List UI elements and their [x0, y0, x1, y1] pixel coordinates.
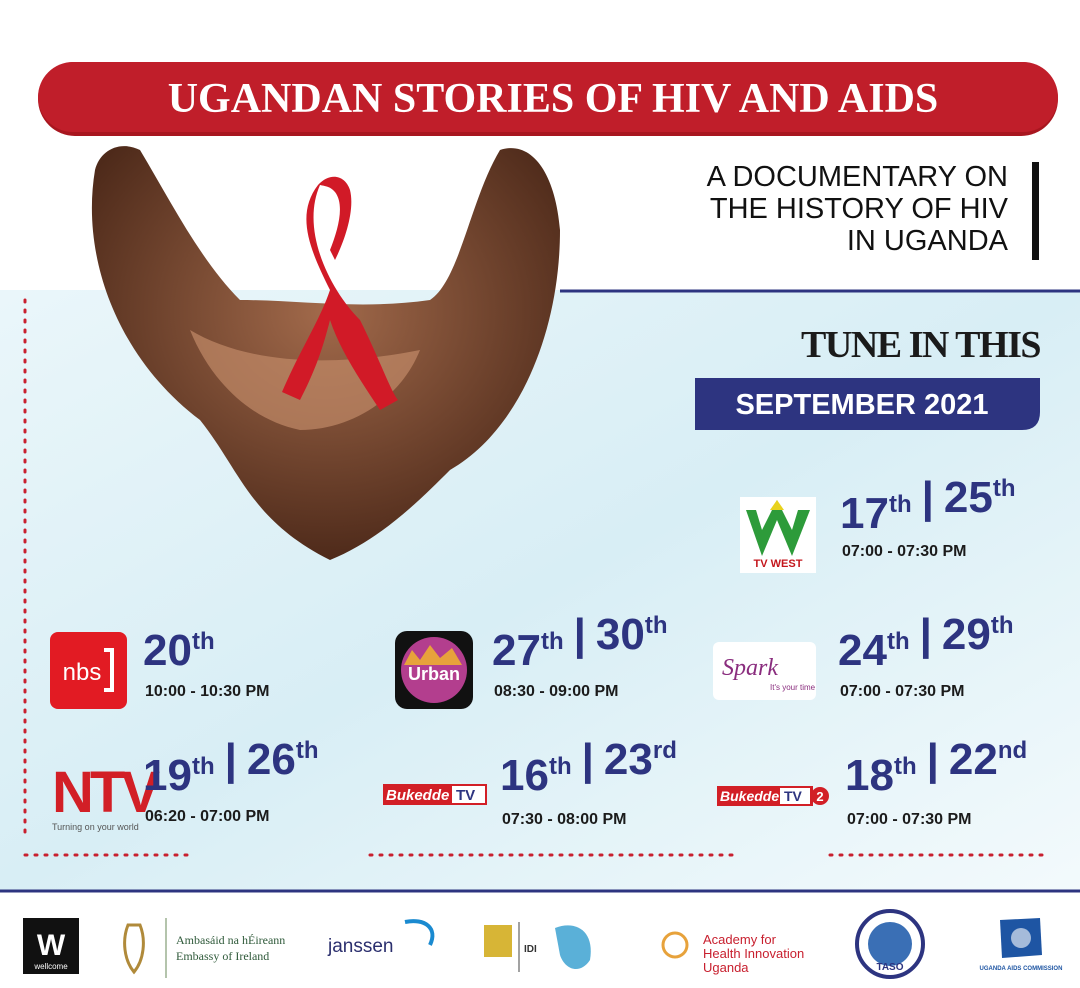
- logo-text: Bukedde: [386, 787, 449, 804]
- hands-illustration: [91, 146, 561, 560]
- date-separator: |: [225, 735, 237, 785]
- date-suffix: th: [993, 475, 1016, 502]
- date-separator: |: [927, 735, 939, 785]
- logo-ntv: NTV Turning on your world: [52, 760, 164, 832]
- logo-text: TV WEST: [754, 558, 803, 570]
- date-suffix: th: [889, 491, 912, 518]
- subtitle: A DOCUMENTARY ON THE HISTORY OF HIV IN U…: [707, 161, 1009, 257]
- logo-bukedde: Bukedde TV: [383, 784, 487, 805]
- sponsor-text: W: [37, 929, 66, 962]
- air-dates: 17th | 25th: [840, 473, 1016, 538]
- date-suffix: th: [991, 612, 1014, 639]
- sponsor-text: wellcome: [33, 962, 68, 971]
- sponsor-text: Ambasáid na hÉireann: [176, 933, 285, 947]
- subtitle-line: THE HISTORY OF HIV: [710, 193, 1009, 225]
- date-day: 19: [143, 751, 192, 800]
- logo-text: It's your time: [770, 683, 816, 692]
- date-day: 23: [604, 735, 653, 784]
- logo-text: TV: [456, 787, 475, 804]
- month-banner: [695, 378, 1040, 430]
- date-day: 26: [247, 735, 296, 784]
- date-suffix: th: [645, 612, 668, 639]
- title: UGANDAN STORIES OF HIV AND AIDS: [168, 76, 939, 122]
- date-day: 25: [944, 473, 993, 522]
- date-day: 30: [596, 610, 645, 659]
- sponsors: W wellcome Ambasáid na hÉireann Embassy …: [23, 909, 1063, 979]
- air-time: 08:30 - 09:00 PM: [494, 683, 619, 700]
- sponsor-text: Academy for: [703, 932, 777, 947]
- logo-text: Spark: [722, 655, 778, 681]
- logo-tv-west: TV WEST: [740, 497, 816, 573]
- logo-text: NTV: [52, 760, 160, 825]
- sponsor-text: IDI: [524, 944, 537, 955]
- date-day: 20: [143, 626, 192, 675]
- air-dates: 18th | 22nd: [845, 735, 1027, 800]
- logo-text: Turning on your world: [52, 822, 139, 832]
- month: SEPTEMBER 2021: [735, 389, 988, 421]
- logo-spark: Spark It's your time: [713, 642, 816, 700]
- tune-in: TUNE IN THIS: [801, 324, 1040, 366]
- air-time: 06:20 - 07:00 PM: [145, 808, 270, 825]
- air-time: 07:00 - 07:30 PM: [842, 543, 967, 560]
- date-suffix: th: [887, 628, 910, 655]
- air-time: 07:30 - 08:00 PM: [502, 811, 627, 828]
- date-day: 22: [949, 735, 998, 784]
- date-day: 16: [500, 751, 549, 800]
- logo-text: Bukedde: [720, 788, 779, 804]
- logo-bukedde-2: Bukedde TV 2: [717, 786, 829, 806]
- sponsor-text: janssen: [327, 936, 394, 957]
- date-separator: |: [574, 610, 586, 660]
- date-day: 27: [492, 626, 541, 675]
- air-dates: 19th | 26th: [143, 735, 319, 800]
- subtitle-line: A DOCUMENTARY ON: [707, 161, 1008, 193]
- sponsor-text: TASO: [876, 962, 903, 973]
- sponsor-text: Embassy of Ireland: [176, 949, 269, 963]
- date-suffix: th: [541, 628, 564, 655]
- air-time: 10:00 - 10:30 PM: [145, 683, 270, 700]
- date-day: 18: [845, 751, 894, 800]
- sponsor-text: Uganda: [703, 960, 749, 975]
- date-suffix: th: [296, 737, 319, 764]
- date-separator: |: [920, 610, 932, 660]
- sponsor-text: Health Innovation: [703, 946, 804, 961]
- sponsor-text: UGANDA AIDS COMMISSION: [980, 966, 1063, 972]
- title-banner: [38, 62, 1058, 132]
- logo-text: Urban: [408, 664, 460, 684]
- air-time: 07:00 - 07:30 PM: [840, 683, 965, 700]
- date-day: 24: [838, 626, 887, 675]
- accent-bar: [1032, 162, 1039, 260]
- date-suffix: th: [192, 628, 215, 655]
- air-time: 07:00 - 07:30 PM: [847, 811, 972, 828]
- date-separator: |: [922, 473, 934, 523]
- logo-urban: Urban: [395, 631, 473, 709]
- air-dates: 20th: [143, 626, 215, 675]
- logo-text: 2: [816, 789, 823, 804]
- logo-text: TV: [784, 788, 803, 804]
- date-suffix: th: [192, 753, 215, 780]
- air-dates: 27th | 30th: [492, 610, 668, 675]
- date-suffix: rd: [653, 737, 677, 764]
- air-dates: 24th | 29th: [838, 610, 1014, 675]
- logo-nbs: nbs: [50, 632, 127, 709]
- date-suffix: th: [549, 753, 572, 780]
- date-suffix: th: [894, 753, 917, 780]
- air-dates: 16th | 23rd: [500, 735, 677, 800]
- date-separator: |: [582, 735, 594, 785]
- date-day: 29: [942, 610, 991, 659]
- date-day: 17: [840, 489, 889, 538]
- logo-text: nbs: [63, 659, 102, 686]
- subtitle-line: IN UGANDA: [847, 225, 1009, 257]
- date-suffix: nd: [998, 737, 1027, 764]
